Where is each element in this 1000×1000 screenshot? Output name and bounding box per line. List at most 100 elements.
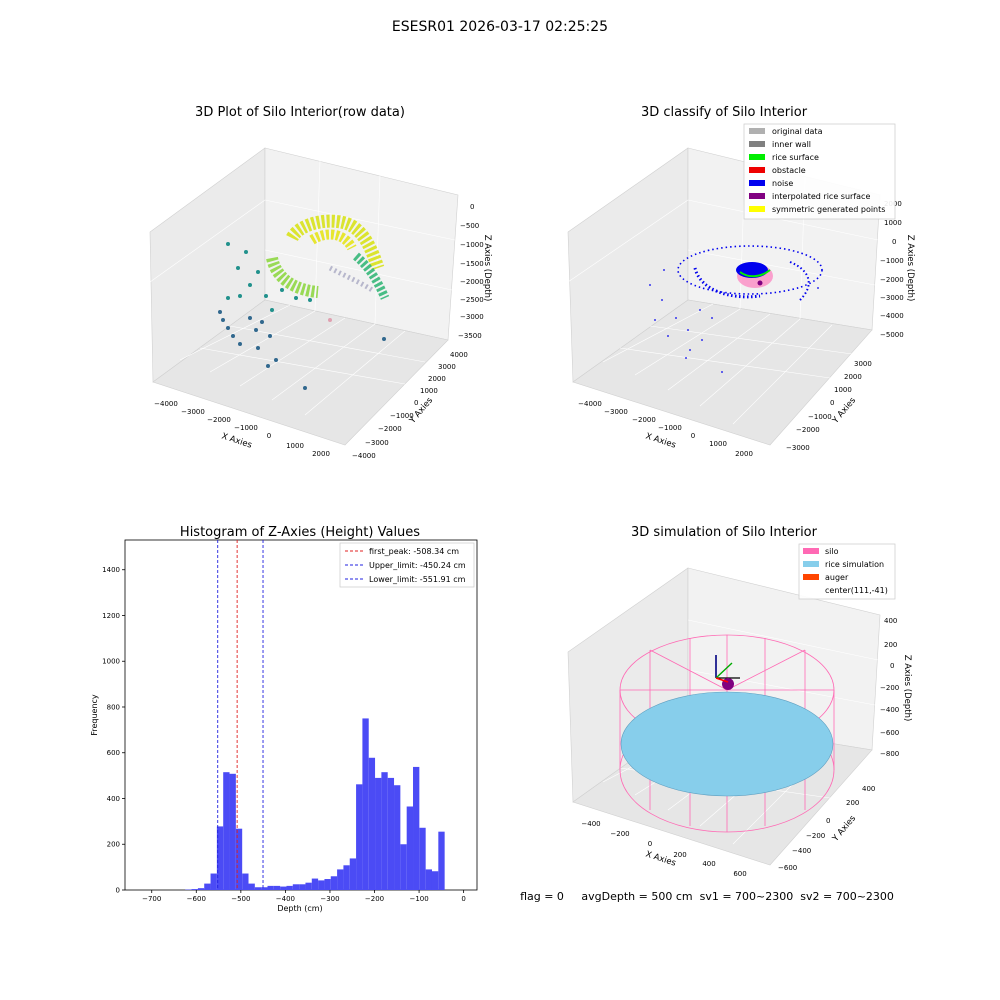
hist-ytick-label: 600 (107, 749, 120, 757)
raw-ytick: 3000 (438, 363, 456, 371)
classify-xtick: −1000 (658, 424, 682, 432)
hist-bar (343, 865, 350, 890)
raw-ytick: −2000 (378, 425, 402, 433)
sim-ztick: 0 (890, 662, 894, 670)
figure-title: ESESR01 2026-03-17 02:25:25 (392, 19, 608, 35)
sim-ztick: 400 (884, 617, 897, 625)
classify-ztick: 0 (892, 238, 896, 246)
legend-label: first_peak: -508.34 cm (369, 547, 459, 556)
hist-bar (235, 828, 243, 890)
classify-xtick: 1000 (709, 440, 727, 448)
legend-label: inner wall (772, 140, 811, 149)
hist-bar (204, 883, 211, 890)
hist-bar (191, 889, 198, 890)
hist-ytick-label: 200 (107, 841, 120, 849)
legend-label: original data (772, 127, 823, 136)
classify-ytick: −3000 (786, 444, 810, 452)
rice-simulation-surface (620, 691, 834, 797)
simulation-ticks: −400 −200 0 200 400 600 −600 −400 −200 0… (581, 617, 899, 878)
raw-ytick: −3000 (365, 439, 389, 447)
sim-ztick: −600 (880, 729, 899, 737)
legend-label: Lower_limit: -551.91 cm (369, 575, 466, 584)
legend-swatch-auger (803, 574, 819, 580)
legend-label: rice simulation (825, 560, 884, 569)
hist-bar (413, 766, 420, 890)
legend-label: noise (772, 179, 793, 188)
legend-label: Upper_limit: -450.24 cm (369, 561, 466, 570)
classify-ztick: −3000 (880, 294, 904, 302)
sim-xtick: 0 (648, 840, 652, 848)
classify-xtick: −4000 (578, 400, 602, 408)
legend-swatch-symmetric (749, 206, 765, 212)
sim-ytick: −200 (806, 832, 825, 840)
hist-bar (216, 826, 224, 890)
raw-xtick: −3000 (181, 408, 205, 416)
classify-ytick: 1000 (834, 386, 852, 394)
sim-xtick: 600 (733, 870, 746, 878)
auger-marker (715, 655, 740, 690)
legend-label: interpolated rice surface (772, 192, 870, 201)
raw-point-cloud (218, 214, 390, 390)
raw-ztick: −2500 (460, 296, 484, 304)
classify-ytick: 2000 (844, 373, 862, 381)
classify-title: 3D classify of Silo Interior (641, 105, 808, 120)
hist-bar (400, 844, 407, 890)
hist-bar (286, 885, 293, 890)
hist-bar (254, 887, 262, 890)
hist-legend: first_peak: -508.34 cm Upper_limit: -450… (339, 542, 475, 588)
sim-ytick: −600 (778, 864, 797, 872)
hist-bar (223, 772, 230, 890)
sim-ytick: 0 (826, 817, 830, 825)
legend-label: obstacle (772, 166, 806, 175)
classify-ztick: −2000 (880, 276, 904, 284)
hist-xtick-label: −500 (231, 895, 250, 903)
raw-ztick: −2000 (460, 278, 484, 286)
hist-xtick-label: −200 (365, 895, 384, 903)
raw-ytick: 2000 (428, 375, 446, 383)
raw-zlabel: Z Axies (Depth) (482, 235, 492, 302)
hist-bar (261, 887, 268, 890)
hist-bar (431, 871, 439, 890)
raw-xtick: −1000 (234, 424, 258, 432)
raw-ticks: −4000 −3000 −2000 −1000 0 1000 2000 −400… (154, 203, 484, 460)
sim-xtick: 400 (702, 860, 715, 868)
hist-ytick-label: 0 (116, 887, 120, 895)
raw-ztick: −3000 (460, 313, 484, 321)
hist-bars (185, 718, 445, 890)
classify-xtick: −3000 (604, 408, 628, 416)
legend-label: silo (825, 547, 839, 556)
simulation-title: 3D simulation of Silo Interior (631, 525, 818, 540)
classify-xlabel: X Axies (644, 431, 677, 450)
hist-bar (349, 858, 357, 890)
simulation-ylabel: Y Axies (830, 813, 858, 844)
classify-ytick: −1000 (808, 413, 832, 421)
hist-bar (362, 718, 369, 890)
hist-bar (242, 873, 249, 890)
raw-xtick: 2000 (312, 450, 330, 458)
hist-bar (273, 885, 281, 890)
classify-xtick: −2000 (632, 416, 656, 424)
classify-zlabel: Z Axies (Depth) (905, 235, 915, 302)
hist-bar (368, 757, 376, 890)
hist-bar (229, 773, 236, 890)
raw-ztick: −3500 (458, 332, 482, 340)
hist-bar (318, 880, 325, 890)
panel-histogram: Histogram of Z-Axies (Height) Values −70… (90, 525, 478, 913)
hist-xtick-label: −600 (187, 895, 206, 903)
legend-swatch-interpolated (749, 193, 765, 199)
hist-ytick-label: 1000 (102, 658, 120, 666)
raw-ytick: 1000 (420, 387, 438, 395)
classify-xtick: 0 (691, 432, 695, 440)
legend-swatch-obstacle (749, 167, 765, 173)
raw-xtick: −4000 (154, 400, 178, 408)
hist-ytick-label: 800 (107, 703, 120, 711)
hist-bar (280, 886, 287, 890)
hist-bar (248, 883, 255, 890)
hist-xtick-label: −700 (142, 895, 161, 903)
hist-bar (381, 772, 388, 890)
hist-plot-area (124, 539, 478, 891)
raw-ztick: −500 (460, 222, 479, 230)
simulation-footer: flag = 0 avgDepth = 500 cm sv1 = 700~230… (520, 890, 894, 903)
classify-ztick: −1000 (880, 257, 904, 265)
sim-xtick: −400 (581, 820, 600, 828)
